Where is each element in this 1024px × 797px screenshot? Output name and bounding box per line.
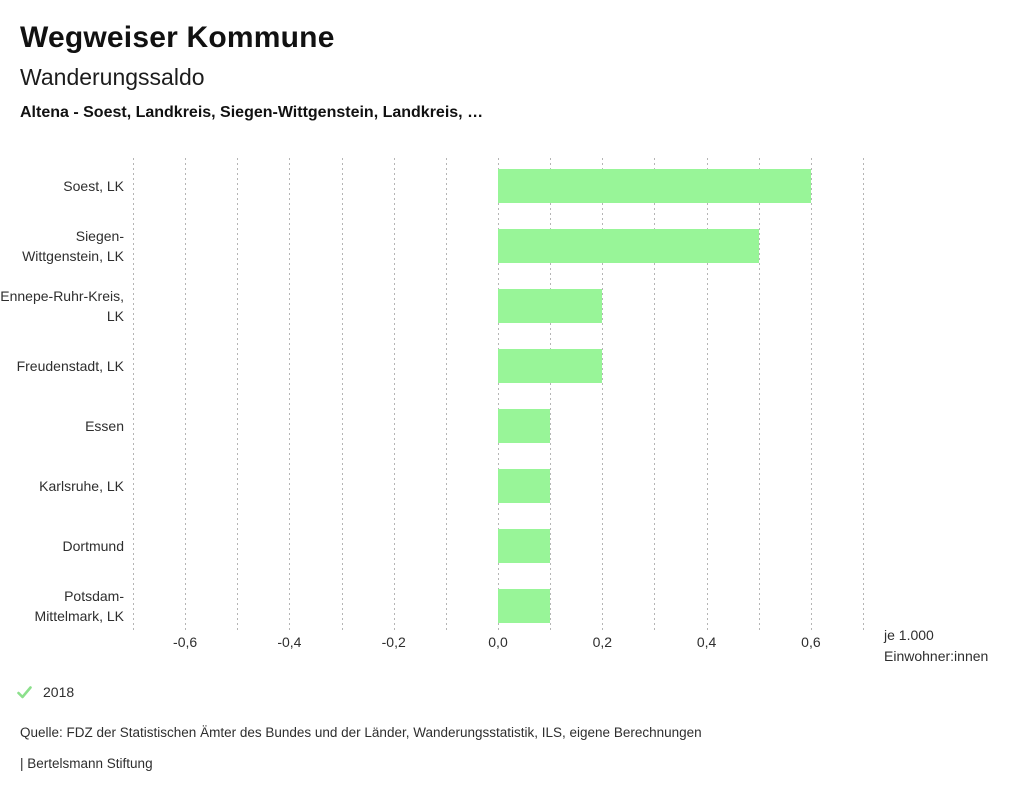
gridline	[393, 158, 395, 630]
gridline	[602, 158, 604, 630]
gridline	[498, 158, 499, 630]
x-tick-label: 0,0	[488, 634, 508, 650]
bar-row	[133, 336, 863, 396]
x-axis-unit-label: je 1.000 Einwohner:innen	[884, 625, 988, 667]
category-label: Essen	[85, 418, 124, 434]
x-tick-label: -0,6	[173, 634, 198, 650]
bar-siegen-wittgenstein-lk[interactable]	[498, 229, 759, 263]
unit-line-1: je 1.000	[884, 627, 934, 643]
bar-potsdam-mittelmark-lk[interactable]	[498, 589, 551, 623]
unit-line-2: Einwohner:innen	[884, 648, 989, 664]
bar-row	[133, 396, 863, 456]
x-tick-label: -0,4	[277, 634, 302, 650]
category-label: Dortmund	[62, 538, 124, 554]
bar-soest-lk[interactable]	[498, 169, 811, 203]
category-label: Siegen-Wittgenstein, LK	[22, 228, 124, 264]
category-label: Ennepe-Ruhr-Kreis, LK	[0, 288, 124, 324]
page-title: Wegweiser Kommune	[20, 21, 335, 54]
y-axis-labels: Soest, LK Siegen-Wittgenstein, LK Ennepe-R…	[0, 156, 124, 630]
gridline	[550, 158, 552, 630]
gridline	[654, 158, 656, 630]
source-note: Quelle: FDZ der Statistischen Ämter des …	[20, 725, 702, 740]
gridline	[810, 158, 812, 630]
bar-row	[133, 216, 863, 276]
category-label: Soest, LK	[63, 178, 124, 194]
category-label: Potsdam-Mittelmark, LK	[34, 588, 124, 624]
gridline	[237, 158, 239, 630]
category-label: Karlsruhe, LK	[39, 478, 124, 494]
x-axis: -0,6 -0,4 -0,2 0,0 0,2 0,4 0,6	[0, 632, 1024, 654]
gridline	[706, 158, 708, 630]
bar-freudenstadt-lk[interactable]	[498, 349, 603, 383]
chart-scope-line: Altena - Soest, Landkreis, Siegen-Wittge…	[20, 104, 484, 121]
legend-item-2018[interactable]: 2018	[17, 684, 74, 700]
gridline	[341, 158, 343, 630]
chart-subtitle: Wanderungssaldo	[20, 64, 205, 90]
bar-essen[interactable]	[498, 409, 551, 443]
x-tick-label: 0,6	[801, 634, 821, 650]
gridline	[185, 158, 187, 630]
gridline	[445, 158, 447, 630]
bar-row	[133, 516, 863, 576]
x-tick-label: 0,4	[696, 634, 717, 650]
bar-row	[133, 156, 863, 216]
bar-row	[133, 276, 863, 336]
bar-dortmund[interactable]	[498, 529, 551, 563]
x-tick-label: -0,2	[381, 634, 406, 650]
gridline	[758, 158, 760, 630]
gridline	[133, 158, 134, 630]
bar-row	[133, 576, 863, 636]
plot-area	[133, 156, 864, 630]
legend-year-label: 2018	[43, 684, 75, 700]
check-icon	[17, 685, 32, 698]
brand-footer: | Bertelsmann Stiftung	[20, 756, 153, 771]
bar-row	[133, 456, 863, 516]
gridline	[863, 158, 864, 630]
bar-ennepe-ruhr-kreis-lk[interactable]	[498, 289, 603, 323]
category-label: Freudenstadt, LK	[16, 358, 124, 374]
bar-chart: Soest, LK Siegen-Wittgenstein, LK Ennepe-R…	[0, 156, 1024, 630]
gridline	[289, 158, 291, 630]
bar-karlsruhe-lk[interactable]	[498, 469, 551, 503]
x-tick-label: 0,2	[592, 634, 613, 650]
